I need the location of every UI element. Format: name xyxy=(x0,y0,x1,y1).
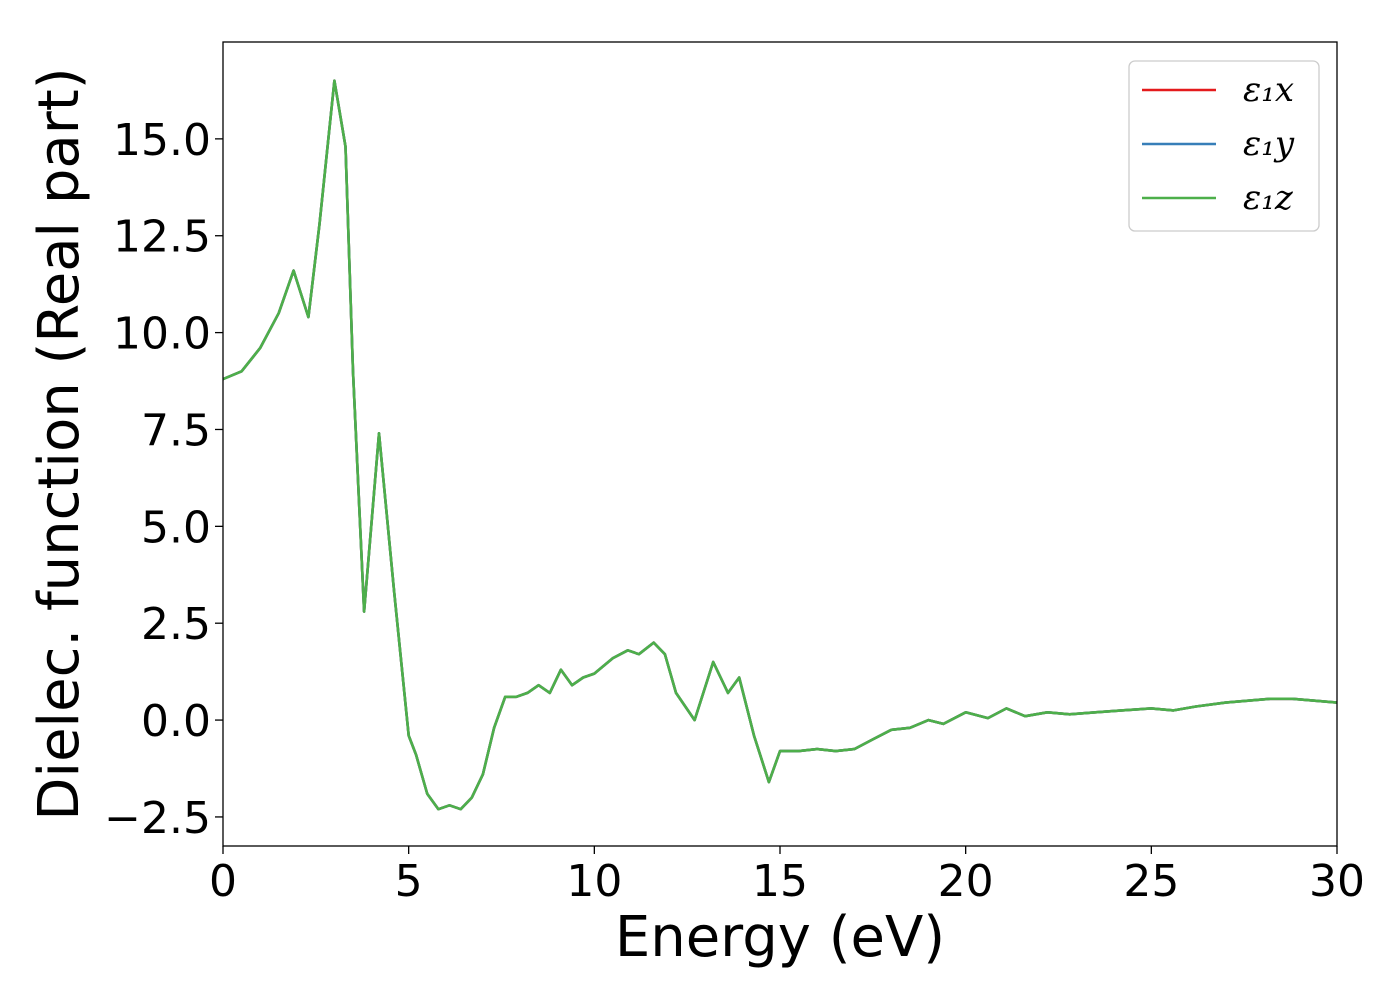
legend-label: ε₁y xyxy=(1243,124,1295,164)
x-tick-label: 30 xyxy=(1309,856,1365,907)
y-tick-label: 10.0 xyxy=(113,309,211,360)
y-axis: −2.5 0.0 2.5 5.0 7.5 10.0 12.5 15.0 xyxy=(104,115,223,844)
legend-box xyxy=(1128,60,1320,232)
series-line-3 xyxy=(223,79,1337,811)
y-tick-label: 12.5 xyxy=(113,212,211,263)
x-tick-label: 20 xyxy=(938,856,994,907)
y-tick-label: 2.5 xyxy=(141,599,211,650)
legend-label: ε₁z xyxy=(1243,178,1294,218)
y-tick-label: 15.0 xyxy=(113,115,211,166)
x-tick-label: 0 xyxy=(209,856,237,907)
x-tick-label: 15 xyxy=(752,856,808,907)
x-tick-label: 5 xyxy=(395,856,423,907)
x-tick-label: 10 xyxy=(566,856,622,907)
series-layer xyxy=(223,79,1337,811)
legend-label: ε₁x xyxy=(1243,70,1294,110)
x-axis: 0 5 10 15 20 25 30 xyxy=(209,846,1365,907)
legend: ε₁x ε₁y ε₁z xyxy=(1128,60,1320,232)
y-tick-label: −2.5 xyxy=(104,793,211,844)
x-tick-label: 25 xyxy=(1123,856,1179,907)
y-tick-label: 5.0 xyxy=(141,502,211,553)
x-axis-title: Energy (eV) xyxy=(615,905,945,970)
y-axis-title: Dielec. function (Real part) xyxy=(27,67,92,820)
legend-entries: ε₁x ε₁y ε₁z xyxy=(1142,70,1295,218)
y-tick-label: 0.0 xyxy=(141,696,211,747)
y-tick-label: 7.5 xyxy=(141,405,211,456)
